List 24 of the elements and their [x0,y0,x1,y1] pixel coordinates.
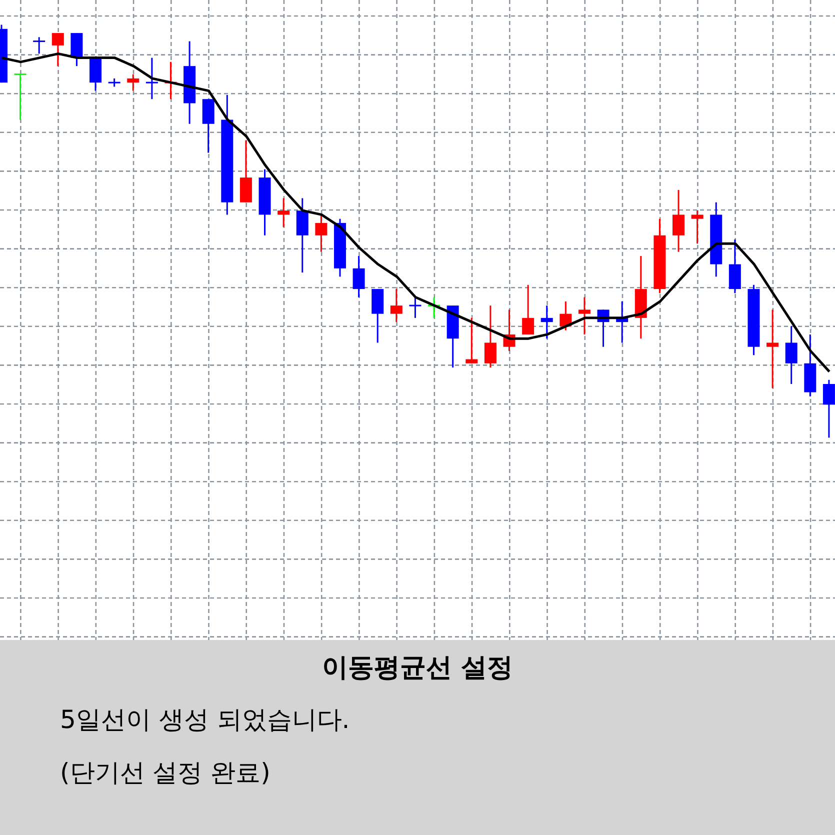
candlestick [691,210,704,244]
candlestick [315,214,328,253]
candlestick [540,304,553,340]
candlestick [32,36,46,54]
text: 5일선이 생성 되었습니다. [60,704,351,736]
candlestick [52,32,64,67]
candlestick [484,304,496,368]
candlestick [822,379,835,438]
candlestick [578,296,590,336]
candlestick [427,296,441,319]
candlestick [408,296,422,319]
candlestick [14,74,28,120]
candlestick [672,189,685,253]
candlestick [466,317,478,364]
candlestick [390,288,402,323]
candlestick [766,308,779,389]
candlestick [352,255,365,298]
text: (단기선 설정 완료) [60,757,272,789]
candlestick [278,197,290,228]
candlestick [522,284,534,336]
text: 이동평균선 설정 [320,652,514,685]
candlestick [145,57,159,100]
candlestick [127,74,140,92]
candlestick [785,325,798,385]
